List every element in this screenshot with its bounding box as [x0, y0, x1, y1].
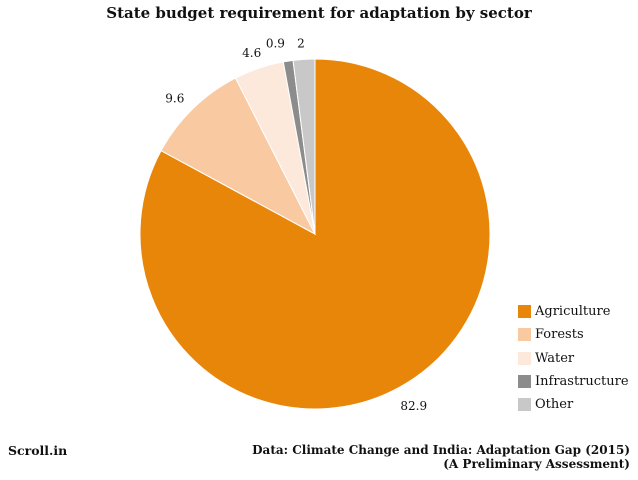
- legend-label: Other: [535, 397, 574, 413]
- legend-swatch: [518, 328, 531, 342]
- data-label-other: 2: [297, 36, 305, 50]
- legend-item-other: Other: [518, 393, 629, 416]
- data-label-agriculture: 82.9: [400, 399, 427, 413]
- brand-label: Scroll.in: [8, 443, 68, 458]
- legend-label: Water: [535, 350, 575, 366]
- source-line-2: (A Preliminary Assessment): [443, 457, 630, 471]
- data-label-water: 4.6: [242, 46, 261, 60]
- legend-swatch: [518, 351, 531, 365]
- legend-item-infrastructure: Infrastructure: [518, 370, 629, 393]
- chart-title: State budget requirement for adaptation …: [106, 4, 532, 22]
- legend-item-forests: Forests: [518, 323, 629, 346]
- legend-label: Forests: [535, 327, 584, 343]
- data-label-infrastructure: 0.9: [266, 36, 285, 50]
- legend-swatch: [518, 375, 531, 389]
- legend-label: Infrastructure: [535, 374, 629, 390]
- legend: Agriculture Forests Water Infrastructure Oth…: [518, 300, 629, 416]
- legend-item-water: Water: [518, 347, 629, 370]
- legend-item-agriculture: Agriculture: [518, 300, 629, 323]
- legend-swatch: [518, 305, 531, 319]
- data-label-forests: 9.6: [165, 91, 184, 105]
- legend-label: Agriculture: [535, 304, 611, 320]
- pie-slice-other: [292, 58, 316, 235]
- pie-slice-forests: [160, 77, 317, 236]
- source-line-1: Data: Climate Change and India: Adaptati…: [252, 443, 630, 457]
- legend-swatch: [518, 398, 531, 412]
- source-note: Data: Climate Change and India: Adaptati…: [252, 443, 630, 471]
